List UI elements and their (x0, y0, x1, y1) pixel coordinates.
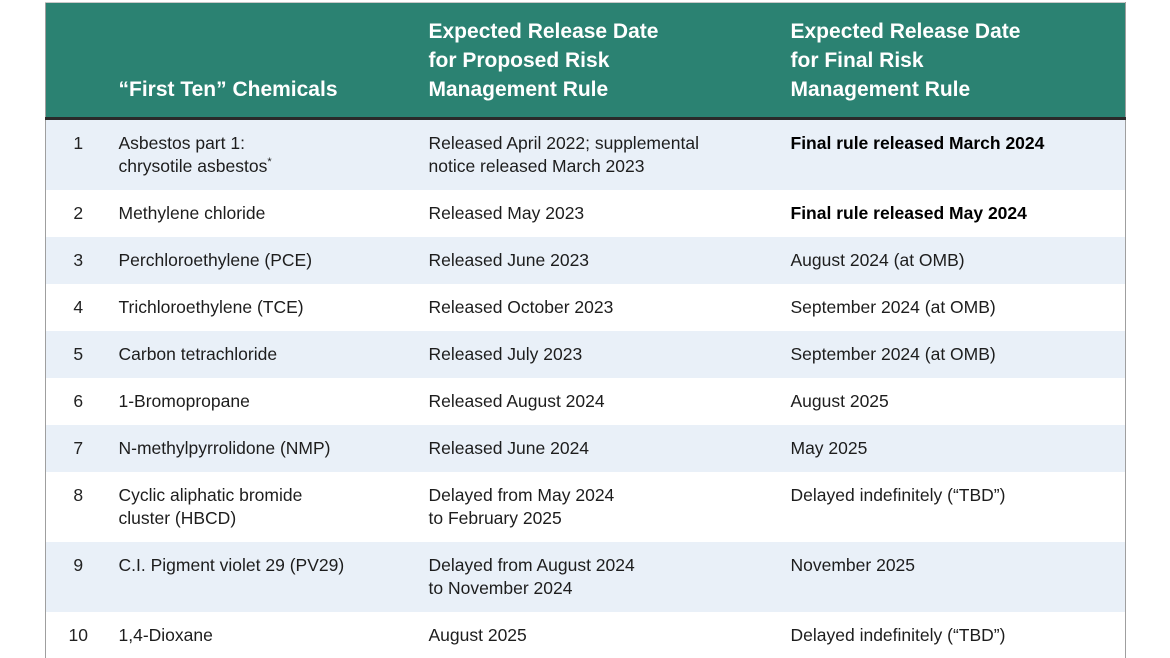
table-row: 10 1,4-Dioxane August 2025 Delayed indef… (45, 612, 1126, 658)
cell-chemical: Trichloroethylene (TCE) (118, 297, 304, 317)
cell-final: Delayed indefinitely (“TBD”) (790, 485, 1006, 505)
cell-chemical: Asbestos part 1: chrysotile asbestos* (111, 119, 421, 191)
cell-final: September 2024 (at OMB) (790, 344, 996, 364)
cell-final: Final rule released March 2024 (790, 133, 1045, 153)
cell-final: Final rule released May 2024 (790, 203, 1027, 223)
row-number: 8 (73, 485, 84, 505)
row-number: 10 (68, 625, 88, 645)
row-number: 3 (73, 250, 84, 270)
table-row: 1 Asbestos part 1: chrysotile asbestos* … (45, 118, 1126, 191)
row-number: 7 (73, 438, 84, 458)
cell-proposed: Released May 2023 (428, 203, 585, 223)
cell-final: May 2025 (790, 438, 868, 458)
row-number: 6 (73, 391, 84, 411)
header-cell-proposed-rule: Expected Release Date for Proposed Risk … (420, 2, 783, 120)
table-row: 3 Perchloroethylene (PCE) Released June … (45, 237, 1126, 284)
cell-proposed: Released August 2024 (428, 391, 605, 411)
row-number: 4 (73, 297, 84, 317)
header-cell-chemicals: “First Ten” Chemicals (110, 2, 421, 120)
table-row: 5 Carbon tetrachloride Released July 202… (45, 331, 1126, 378)
cell-proposed: Released April 2022; supplemental notice… (428, 133, 699, 176)
table-body: 1 Asbestos part 1: chrysotile asbestos* … (45, 118, 1126, 658)
table-row: 9 C.I. Pigment violet 29 (PV29) Delayed … (45, 542, 1126, 612)
cell-chemical: Perchloroethylene (PCE) (118, 250, 313, 270)
cell-proposed: August 2025 (428, 625, 527, 645)
cell-chemical: 1-Bromopropane (118, 391, 250, 411)
table-row: 7 N-methylpyrrolidone (NMP) Released Jun… (45, 425, 1126, 472)
row-number: 2 (73, 203, 84, 223)
asterisk-footnote-marker: * (267, 156, 272, 169)
cell-proposed: Released October 2023 (428, 297, 614, 317)
cell-chemical: Carbon tetrachloride (118, 344, 278, 364)
chemicals-schedule-table: “First Ten” Chemicals Expected Release D… (45, 2, 1126, 658)
table-row: 4 Trichloroethylene (TCE) Released Octob… (45, 284, 1126, 331)
cell-final: November 2025 (790, 555, 916, 575)
row-number: 1 (73, 133, 84, 153)
table-row: 6 1-Bromopropane Released August 2024 Au… (45, 378, 1126, 425)
header-cell-final-rule: Expected Release Date for Final Risk Man… (782, 2, 1126, 120)
cell-chemical: N-methylpyrrolidone (NMP) (118, 438, 331, 458)
cell-chemical: C.I. Pigment violet 29 (PV29) (118, 555, 345, 575)
cell-chemical: Methylene chloride (118, 203, 266, 223)
cell-chemical: 1,4-Dioxane (118, 625, 213, 645)
cell-proposed: Released July 2023 (428, 344, 583, 364)
row-number: 5 (73, 344, 84, 364)
table-row: 2 Methylene chloride Released May 2023 F… (45, 190, 1126, 237)
cell-final: August 2025 (790, 391, 889, 411)
cell-final: August 2024 (at OMB) (790, 250, 965, 270)
table-row: 8 Cyclic aliphatic bromide cluster (HBCD… (45, 472, 1126, 542)
chemical-name: Asbestos part 1: chrysotile asbestos (118, 133, 268, 176)
cell-proposed: Delayed from August 2024 to November 202… (428, 555, 635, 598)
cell-final: Delayed indefinitely (“TBD”) (790, 625, 1006, 645)
cell-proposed: Released June 2024 (428, 438, 590, 458)
cell-proposed: Released June 2023 (428, 250, 590, 270)
cell-final: September 2024 (at OMB) (790, 297, 996, 317)
header-cell-number (45, 2, 111, 120)
table-header: “First Ten” Chemicals Expected Release D… (45, 2, 1126, 120)
header-row: “First Ten” Chemicals Expected Release D… (45, 2, 1126, 120)
row-number: 9 (73, 555, 84, 575)
cell-proposed: Delayed from May 2024 to February 2025 (428, 485, 615, 528)
cell-chemical: Cyclic aliphatic bromide cluster (HBCD) (118, 485, 303, 528)
